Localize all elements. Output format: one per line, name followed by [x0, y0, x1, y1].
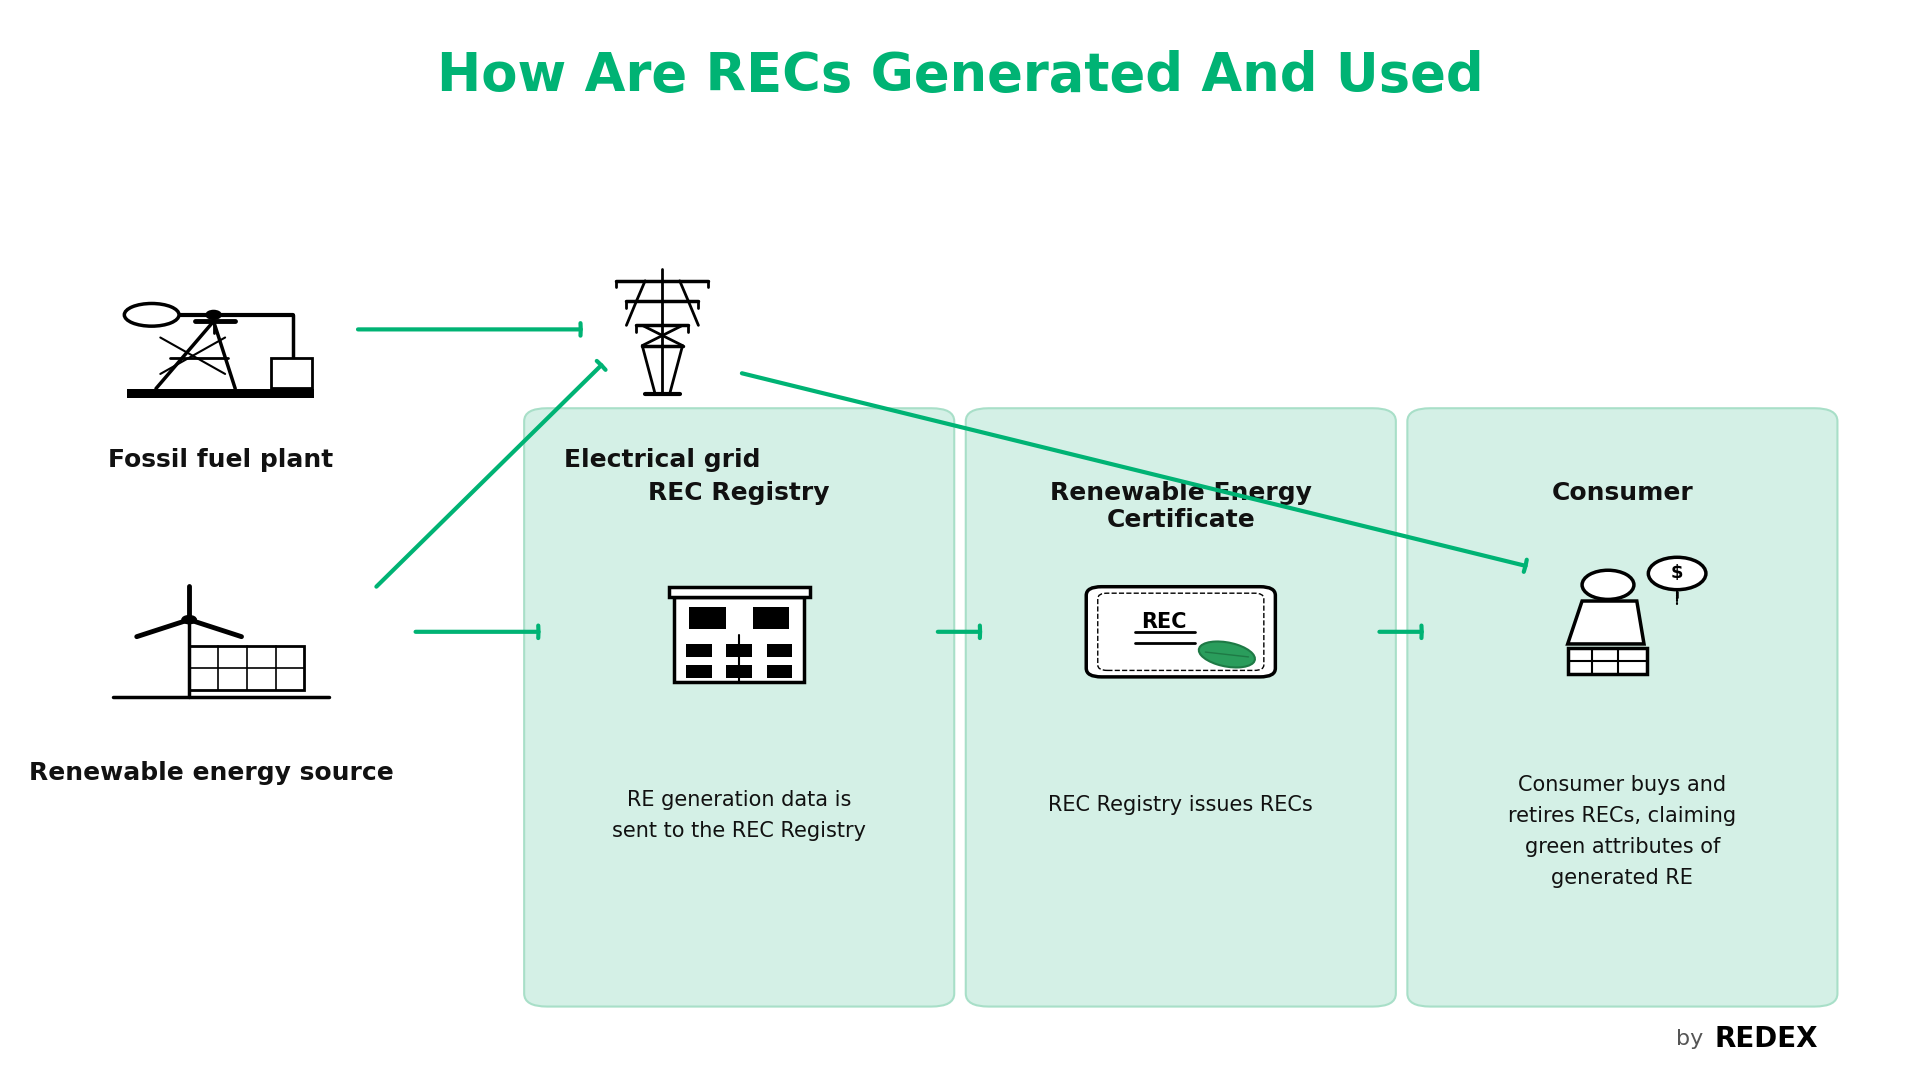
- Text: RE generation data is
sent to the REC Registry: RE generation data is sent to the REC Re…: [612, 789, 866, 841]
- Bar: [689, 607, 726, 630]
- Bar: [726, 644, 753, 657]
- Text: by: by: [1676, 1029, 1703, 1049]
- Text: Electrical grid: Electrical grid: [564, 448, 760, 472]
- Bar: [271, 357, 311, 388]
- Bar: [674, 597, 804, 683]
- Bar: [685, 665, 712, 678]
- Text: REC Registry: REC Registry: [649, 481, 829, 504]
- Text: Renewable energy source: Renewable energy source: [29, 761, 394, 785]
- Bar: [188, 646, 303, 690]
- Circle shape: [1647, 557, 1707, 590]
- Text: REC Registry issues RECs: REC Registry issues RECs: [1048, 795, 1313, 814]
- Circle shape: [182, 616, 196, 624]
- FancyBboxPatch shape: [1098, 593, 1263, 671]
- Text: Consumer buys and
retires RECs, claiming
green attributes of
generated RE: Consumer buys and retires RECs, claiming…: [1509, 774, 1736, 889]
- Bar: [766, 644, 793, 657]
- Bar: [753, 607, 789, 630]
- Bar: [1567, 648, 1647, 674]
- Ellipse shape: [1198, 642, 1256, 667]
- Text: Consumer: Consumer: [1551, 481, 1693, 504]
- Text: $: $: [1670, 565, 1684, 582]
- Ellipse shape: [125, 303, 179, 326]
- Text: How Are RECs Generated And Used: How Are RECs Generated And Used: [436, 50, 1484, 102]
- FancyBboxPatch shape: [966, 408, 1396, 1007]
- Bar: [766, 665, 793, 678]
- Bar: [127, 389, 315, 399]
- Circle shape: [207, 311, 221, 319]
- Bar: [668, 588, 810, 597]
- Text: REDEX: REDEX: [1715, 1025, 1818, 1053]
- Polygon shape: [1567, 600, 1644, 644]
- Circle shape: [1582, 570, 1634, 599]
- Text: Renewable Energy
Certificate: Renewable Energy Certificate: [1050, 481, 1311, 532]
- Bar: [685, 644, 712, 657]
- Text: Fossil fuel plant: Fossil fuel plant: [108, 448, 334, 472]
- FancyBboxPatch shape: [1407, 408, 1837, 1007]
- FancyBboxPatch shape: [1087, 586, 1275, 677]
- FancyBboxPatch shape: [524, 408, 954, 1007]
- Bar: [726, 665, 753, 678]
- Text: REC: REC: [1140, 612, 1187, 632]
